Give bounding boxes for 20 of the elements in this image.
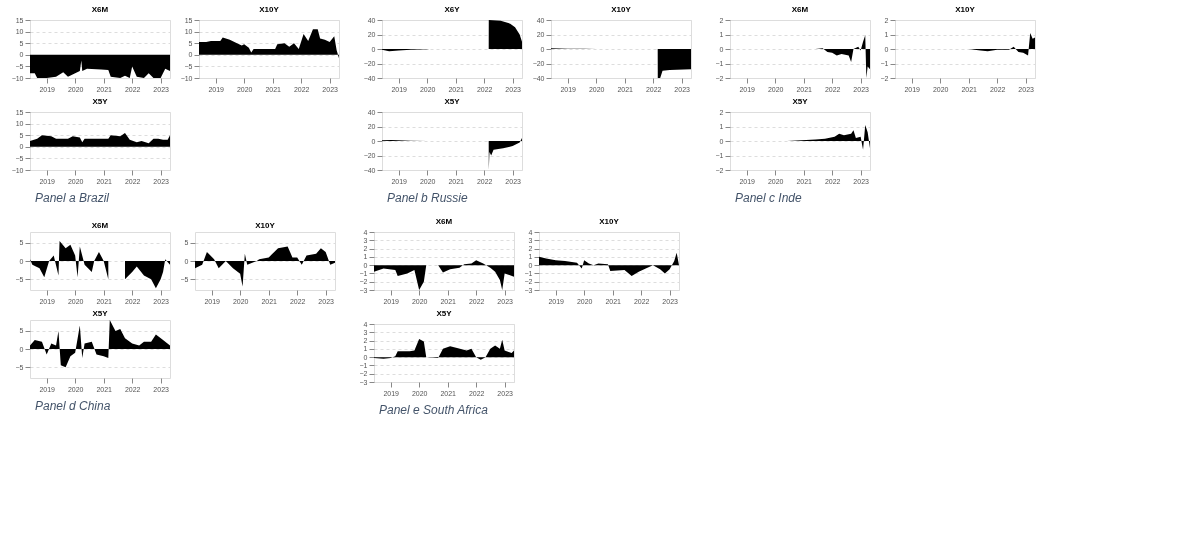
chart-title: X5Y [436,309,453,318]
chart-title: X6M [91,221,109,230]
chart-title: X10Y [255,221,276,230]
chart-title: X6Y [444,5,461,14]
chart-title: X10Y [259,5,280,14]
chart-title: X5Y [92,97,109,106]
chart-title: X5Y [792,97,809,106]
text: Panel d China [35,399,111,413]
chart-title: X6M [791,5,809,14]
text: Panel a Brazil [35,191,110,205]
chart-title: X5Y [92,309,109,318]
text: Panel c Inde [735,191,803,205]
chart-title: X10Y [599,217,620,226]
chart-title: X5Y [444,97,461,106]
text: Panel b Russie [387,191,469,205]
text: Panel e South Africa [379,403,489,417]
chart-title: X6M [91,5,109,14]
chart-title: X10Y [611,5,632,14]
chart-title: X10Y [955,5,976,14]
chart-title: X6M [435,217,453,226]
